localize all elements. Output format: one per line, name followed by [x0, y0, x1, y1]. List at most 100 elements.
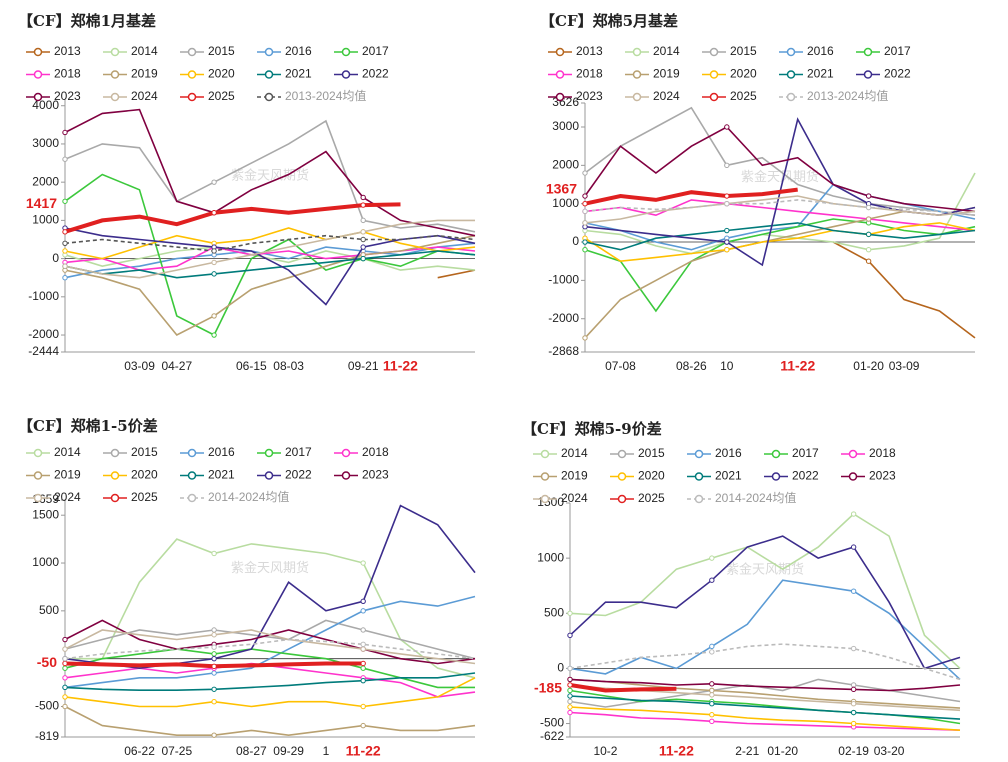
series-point [360, 722, 366, 729]
series-point [709, 577, 715, 583]
series-line [569, 643, 961, 681]
legend-label: 2014 [653, 44, 680, 58]
series-point [567, 682, 573, 688]
series-point [62, 229, 68, 235]
legend-marker [771, 449, 781, 459]
series-point [360, 560, 366, 566]
legend-label: 2015 [208, 44, 235, 58]
series-line [64, 202, 401, 234]
series-point [724, 227, 730, 234]
series-point [850, 720, 857, 727]
series-point [360, 202, 366, 208]
legend-marker [617, 494, 627, 504]
x-tick-label: 03-20 [874, 744, 905, 758]
y-tick-label: -622 [540, 729, 564, 743]
x-tick-label: 2-21 [735, 744, 759, 758]
legend-marker [264, 471, 274, 480]
legend-label: 2019 [131, 67, 158, 81]
legend-label: 2025 [131, 490, 158, 504]
x-tick-label: 07-08 [605, 359, 636, 373]
x-tick-label: 11-22 [383, 358, 418, 374]
series-point [567, 709, 573, 716]
series-line [584, 222, 976, 251]
y-tick-label: 3000 [552, 119, 579, 133]
legend-label: 2016 [807, 44, 834, 58]
x-tick-label: 1 [323, 744, 330, 758]
watermark: 紫金天风期货 [231, 560, 309, 575]
series-point [850, 544, 857, 550]
legend-label: 2023 [54, 89, 81, 103]
legend-marker [694, 472, 704, 481]
legend-label: 2020 [638, 469, 665, 483]
y-tick-label: 0 [52, 251, 59, 265]
legend-label: 2020 [208, 67, 235, 81]
legend-label: 2013-2024均值 [285, 88, 366, 103]
legend-marker [632, 92, 642, 102]
series-point [62, 665, 68, 671]
y-tick-label: -500 [35, 699, 59, 713]
series-point [850, 682, 857, 688]
legend-marker [264, 448, 274, 458]
series-point [211, 644, 217, 650]
legend-label: 2019 [653, 67, 680, 81]
series-point [360, 194, 366, 201]
legend-label: 2013-2024均值 [807, 88, 888, 103]
series-line [584, 218, 976, 313]
series-line [569, 683, 677, 693]
series-point [865, 204, 872, 211]
legend-marker [33, 471, 43, 480]
x-tick-label: 10-2 [593, 744, 617, 758]
series-point [360, 677, 366, 684]
series-point [850, 686, 857, 693]
chart-title: 【CF】郑棉1月基差 [18, 12, 156, 30]
legend-marker [694, 494, 704, 504]
legend-marker [33, 70, 43, 79]
legend-label: 2025 [638, 491, 665, 505]
series-point [360, 665, 366, 671]
series-line [569, 535, 961, 670]
series-point [567, 665, 573, 672]
series-point [211, 663, 217, 670]
series-point [360, 641, 366, 648]
y-tick-label: -2000 [548, 311, 579, 325]
series-line [64, 619, 476, 660]
legend-label: 2024 [54, 490, 81, 504]
legend-label: 2024 [561, 491, 588, 505]
series-point [360, 236, 366, 243]
x-tick-label: 03-09 [889, 359, 920, 373]
series-point [211, 332, 217, 338]
legend-label: 2016 [208, 445, 235, 459]
legend-label: 2017 [884, 44, 911, 58]
series-point [211, 248, 217, 254]
series-point [62, 660, 68, 667]
legend-marker [555, 92, 565, 102]
series-line [64, 595, 476, 689]
legend-marker [110, 47, 120, 57]
series-line [64, 677, 476, 708]
series-line [64, 173, 476, 337]
legend-label: 2014 [561, 446, 588, 460]
series-point [567, 687, 573, 694]
x-tick-label: 01-20 [767, 744, 798, 758]
series-line [64, 705, 476, 737]
series-point [211, 550, 217, 557]
legend-label: 2014 [54, 445, 81, 459]
legend-label: 2021 [285, 67, 312, 81]
series-point [62, 198, 68, 204]
x-tick-label: 08-03 [273, 359, 304, 373]
x-tick-label: 03-09 [124, 359, 155, 373]
legend-marker [187, 47, 197, 57]
legend-label: 2022 [792, 469, 819, 483]
series-point [709, 712, 715, 718]
current-value-label: 1367 [546, 180, 577, 196]
legend-label: 2025 [730, 89, 757, 103]
legend-label: 2024 [653, 89, 680, 103]
legend-marker [264, 47, 274, 57]
series-point [62, 636, 68, 643]
series-point [567, 698, 573, 705]
series-point [360, 646, 366, 652]
y-tick-label: -2000 [28, 327, 59, 341]
series-point [724, 247, 730, 253]
legend-label: 2025 [208, 89, 235, 103]
legend-marker [187, 448, 197, 458]
